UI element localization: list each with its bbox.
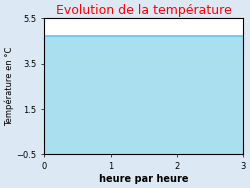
Y-axis label: Température en °C: Température en °C <box>4 47 14 126</box>
X-axis label: heure par heure: heure par heure <box>99 174 188 184</box>
Title: Evolution de la température: Evolution de la température <box>56 4 232 17</box>
